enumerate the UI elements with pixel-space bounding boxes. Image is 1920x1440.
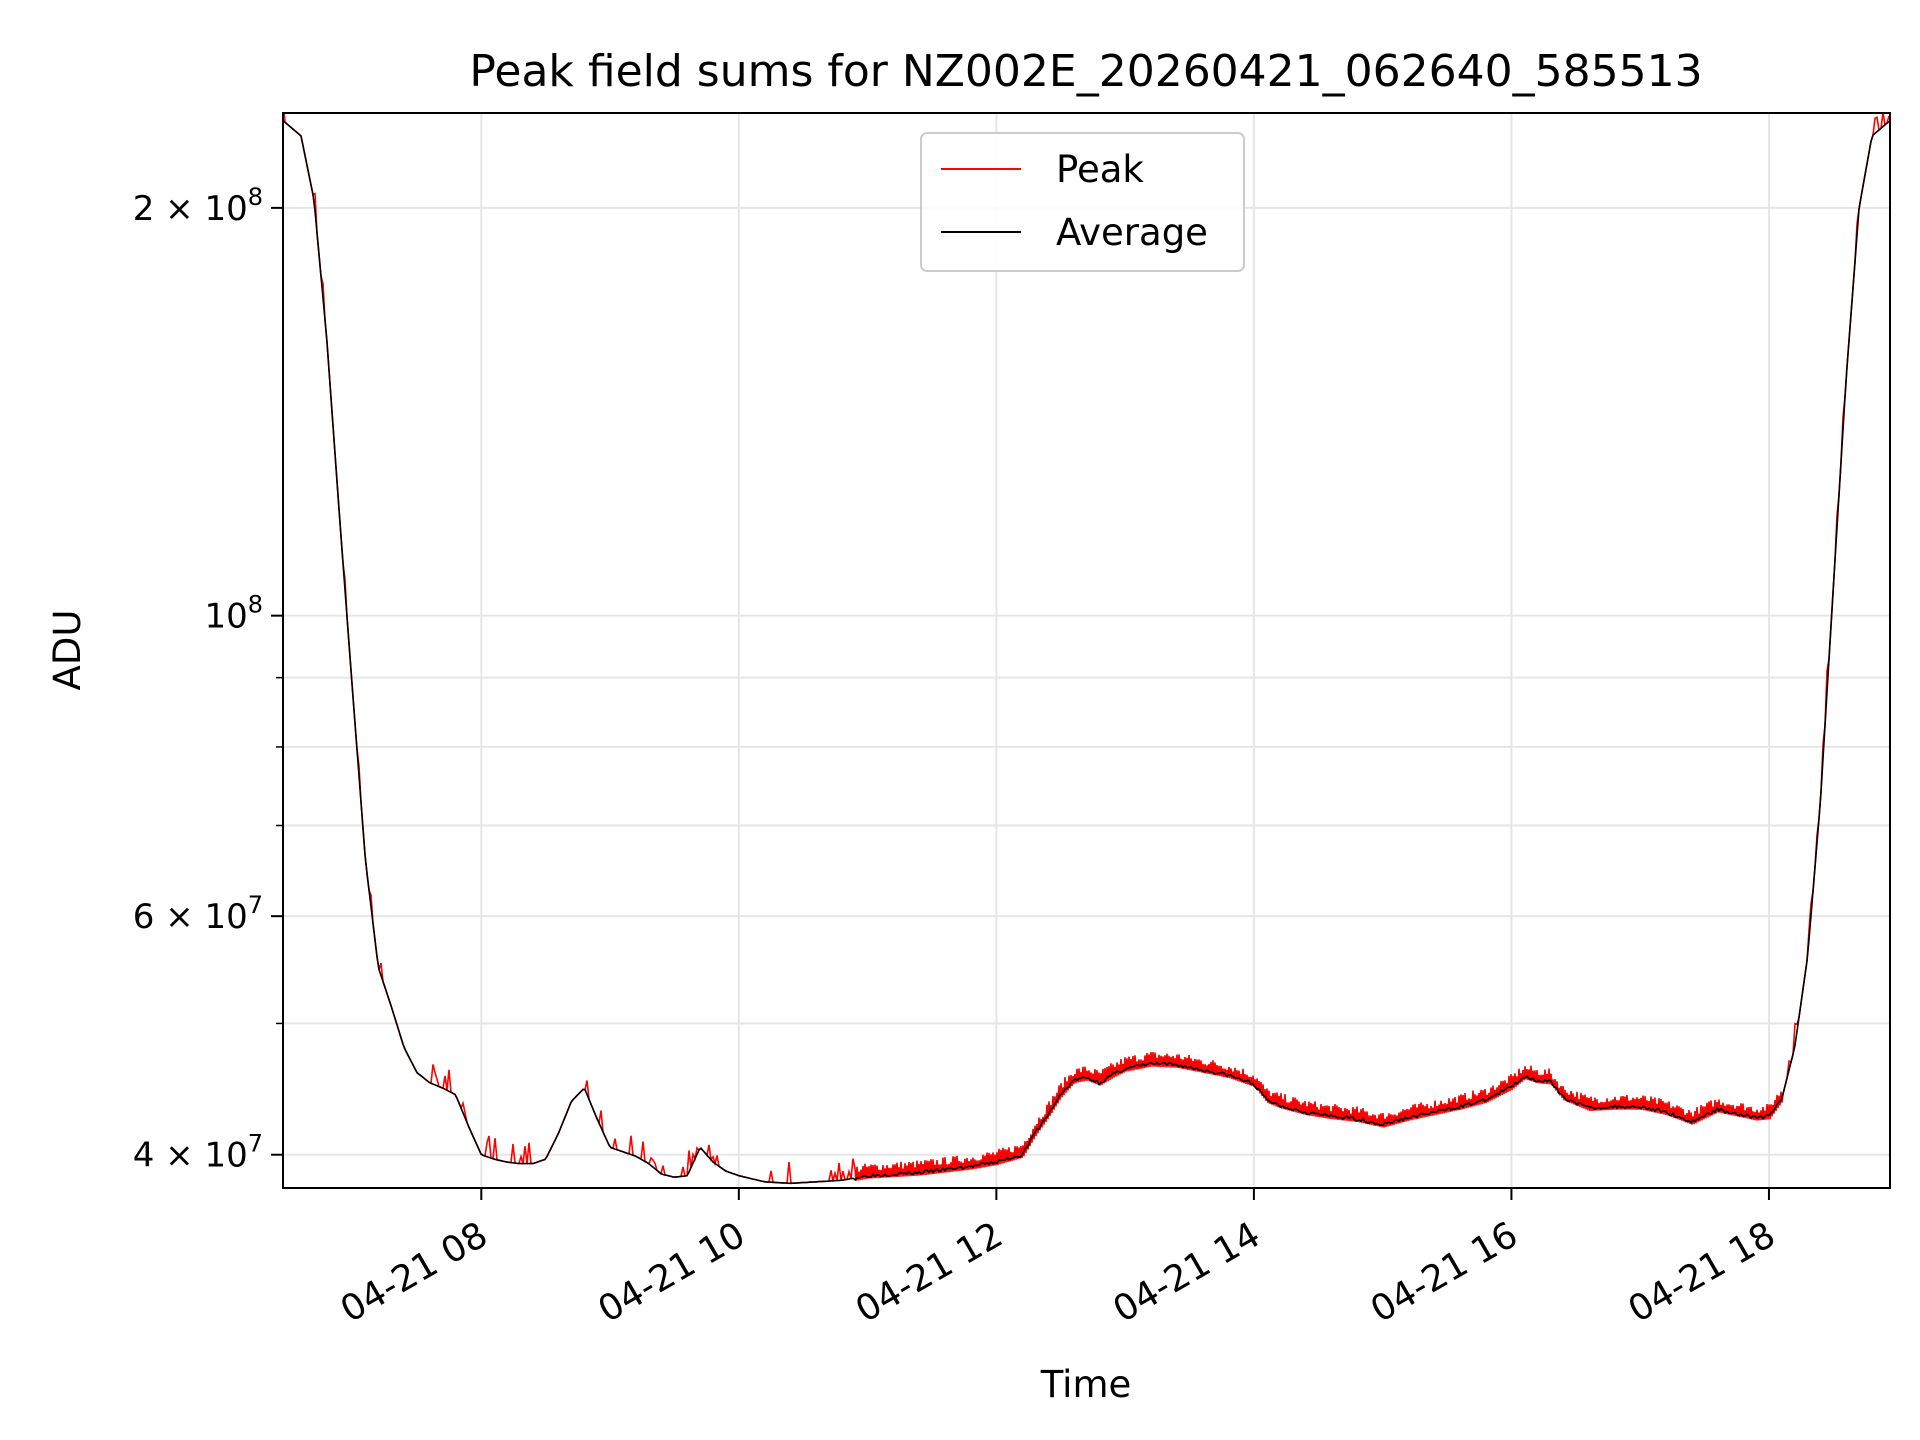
legend-label-peak: Peak [1056, 148, 1144, 191]
y-tick-label-3: 2 × 108 [133, 183, 263, 229]
x-axis-label: Time [1040, 1363, 1132, 1406]
legend-box [920, 132, 1245, 272]
legend-label-average: Average [1056, 211, 1208, 254]
chart-title: Peak field sums for NZ002E_20260421_0626… [469, 46, 1702, 97]
legend: Peak Average [920, 132, 1245, 272]
y-tick-label-1: 6 × 107 [133, 891, 263, 937]
y-axis-label: ADU [46, 610, 89, 691]
series-layer [283, 113, 1890, 1185]
axes-frame [282, 112, 1891, 1189]
series-average-line [283, 119, 1890, 1185]
y-tick-label-2: 108 [204, 591, 263, 637]
y-tick-label-0: 4 × 107 [133, 1130, 263, 1176]
